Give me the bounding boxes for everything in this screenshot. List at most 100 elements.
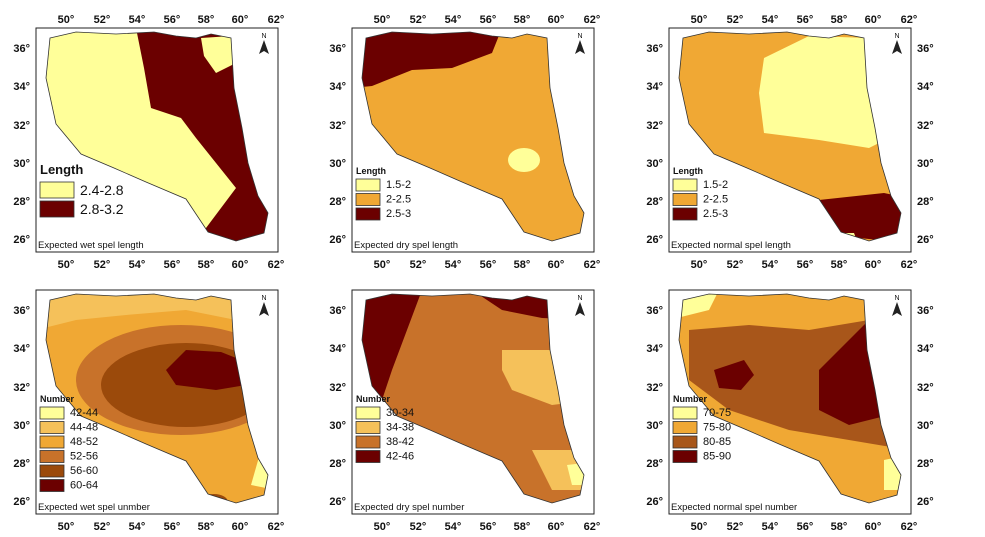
lat-tick-label: 30°: [13, 420, 30, 432]
zone-56-60-south: [200, 494, 228, 503]
lon-tick-label: 58°: [514, 14, 531, 26]
lon-tick-label: 62°: [268, 521, 285, 532]
lon-tick-label: 62°: [901, 521, 918, 532]
lon-tick-label: 52°: [410, 14, 427, 26]
lat-tick-label: 32°: [329, 120, 346, 132]
panel-caption: Expected dry spel number: [354, 502, 464, 513]
legend-label: 60-64: [70, 480, 98, 492]
lon-tick-label: 54°: [445, 14, 462, 26]
lon-tick-label: 58°: [831, 14, 848, 26]
map-frame: [351, 27, 595, 253]
zone-30-34: [567, 462, 584, 485]
legend-swatch: [39, 435, 65, 449]
zone-2.5-3-north: [362, 32, 502, 88]
lat-tick-label: 28°: [329, 458, 346, 470]
panel-caption: Expected wet spel unmber: [38, 502, 150, 513]
lon-tick-label: 58°: [831, 259, 848, 271]
legend-title: Number: [673, 394, 708, 404]
legend-swatch: [672, 406, 698, 420]
lon-tick-label: 54°: [129, 14, 146, 26]
legend-label: 30-34: [386, 407, 414, 419]
lon-tick-label: 56°: [164, 521, 181, 532]
legend-swatch: [39, 479, 65, 492]
legend-swatch: [355, 406, 381, 420]
lat-tick-label: 26°: [13, 496, 30, 508]
lon-tick-label: 62°: [268, 259, 285, 271]
lon-tick-label: 56°: [164, 259, 181, 271]
lat-tick-label: 26°: [646, 496, 663, 508]
lat-tick-label: 26°: [329, 234, 346, 246]
lon-tick-label: 50°: [58, 521, 75, 532]
lon-tick-label: 62°: [584, 259, 601, 271]
zone-44-48-north: [46, 294, 268, 330]
map-frame: [668, 27, 912, 253]
lat-tick-label: 36°: [646, 43, 663, 55]
legend-swatch: [672, 207, 698, 221]
legend-swatch: [39, 181, 75, 199]
lon-tick-label: 58°: [831, 521, 848, 532]
legend-label: 85-90: [703, 451, 731, 463]
lon-tick-label: 54°: [762, 14, 779, 26]
legend-swatch: [355, 421, 381, 434]
lat-tick-label: 28°: [13, 196, 30, 208]
lon-tick-label: 54°: [129, 259, 146, 271]
legend-swatch: [39, 421, 65, 434]
legend-label: 75-80: [703, 422, 731, 434]
lon-tick-label: 58°: [198, 259, 215, 271]
legend-swatch: [672, 178, 698, 192]
lon-tick-label: 54°: [445, 521, 462, 532]
lat-tick-label: 30°: [329, 420, 346, 432]
legend-swatch: [355, 178, 381, 192]
lon-tick-label: 56°: [480, 521, 497, 532]
lat-tick-label: 30°: [646, 420, 663, 432]
lon-tick-label: 50°: [691, 259, 708, 271]
legend-label: 34-38: [386, 422, 414, 434]
lon-tick-label: 58°: [514, 521, 531, 532]
lon-tick-label: 60°: [232, 259, 249, 271]
legend-title: Length: [356, 166, 386, 176]
north-label: N: [261, 295, 266, 302]
north-label: N: [894, 295, 899, 302]
lat-tick-label: 34°: [917, 81, 934, 93]
lat-tick-label: 28°: [329, 196, 346, 208]
north-label: N: [894, 33, 899, 40]
lat-tick-label: 30°: [329, 158, 346, 170]
lon-tick-label: 62°: [901, 259, 918, 271]
legend-title: Length: [673, 166, 703, 176]
legend-swatch: [672, 421, 698, 434]
lon-tick-label: 52°: [94, 14, 111, 26]
lon-tick-label: 60°: [548, 521, 565, 532]
lat-tick-label: 28°: [13, 458, 30, 470]
zone-2.4-2.8-north: [201, 36, 236, 73]
legend-label: 48-52: [70, 436, 98, 448]
map-frame: [35, 289, 279, 515]
lat-tick-label: 32°: [917, 120, 934, 132]
lat-tick-label: 36°: [329, 305, 346, 317]
lon-tick-label: 62°: [584, 521, 601, 532]
north-label: N: [577, 33, 582, 40]
lat-tick-label: 28°: [646, 196, 663, 208]
legend-label: 2-2.5: [386, 194, 411, 206]
lon-tick-label: 58°: [514, 259, 531, 271]
lat-tick-label: 30°: [917, 420, 934, 432]
north-arrow-icon: N: [259, 295, 269, 316]
zone-70-75-south: [884, 455, 901, 490]
lon-tick-label: 62°: [268, 14, 285, 26]
legend-swatch: [355, 193, 381, 206]
zone-42-44: [251, 450, 268, 490]
panel-caption: Expected wet spel length: [38, 240, 144, 251]
zone-2.5-3-south: [584, 213, 608, 233]
legend-label: 2.5-3: [386, 208, 411, 220]
lon-tick-label: 52°: [94, 259, 111, 271]
legend-label: 42-46: [386, 451, 414, 463]
legend-swatch: [39, 406, 65, 420]
zone-85-90-west: [714, 360, 754, 390]
lat-tick-label: 36°: [13, 305, 30, 317]
legend-swatch: [39, 200, 75, 218]
lon-tick-label: 58°: [198, 14, 215, 26]
lat-tick-label: 28°: [646, 458, 663, 470]
lat-tick-label: 28°: [917, 458, 934, 470]
legend-label: 2.4-2.8: [80, 182, 124, 198]
legend-label: 2.8-3.2: [80, 201, 124, 217]
lon-tick-label: 54°: [129, 521, 146, 532]
